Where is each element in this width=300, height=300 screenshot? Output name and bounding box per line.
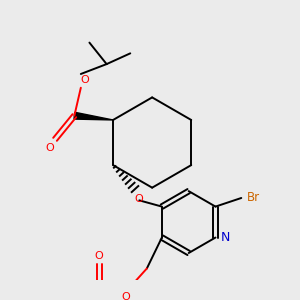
Text: Br: Br <box>247 191 260 205</box>
Text: O: O <box>81 75 89 85</box>
Text: O: O <box>46 143 54 153</box>
Polygon shape <box>74 112 113 120</box>
Text: N: N <box>220 231 230 244</box>
Text: O: O <box>94 250 103 261</box>
Text: O: O <box>121 292 130 300</box>
Text: O: O <box>134 194 143 204</box>
